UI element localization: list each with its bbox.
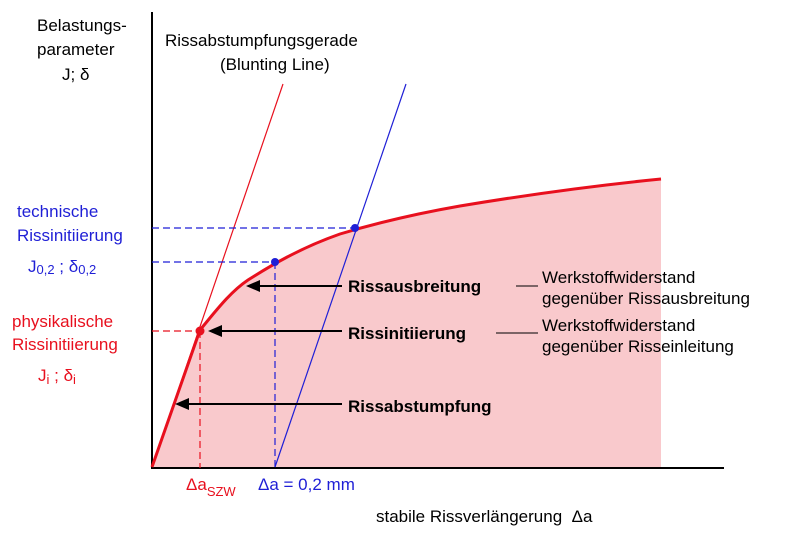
resistance-propagation-line1: Werkstoffwiderstand xyxy=(542,268,695,287)
physical-label-line1: physikalische xyxy=(12,312,113,331)
offset-tick-label: Δa = 0,2 mm xyxy=(258,475,355,494)
szw-tick-label: ΔaSZW xyxy=(186,475,236,499)
y-axis-label-line2: parameter xyxy=(37,40,115,59)
technical-point-upper xyxy=(351,224,359,232)
technical-values: J0,2 ; δ0,2 xyxy=(28,257,96,277)
resistance-curve xyxy=(150,177,662,468)
technical-label-line2: Rissinitiierung xyxy=(17,226,123,245)
region-initiation-label: Rissinitiierung xyxy=(348,324,466,343)
arrow-initiation xyxy=(208,325,342,337)
x-axis-label: stabile Rissverlängerung Δa xyxy=(376,507,593,526)
resistance-propagation-line2: gegenüber Rissausbreitung xyxy=(542,289,750,308)
physical-point xyxy=(195,326,205,336)
region-propagation-label: Rissausbreitung xyxy=(348,277,481,296)
arrow-blunting xyxy=(175,398,342,410)
y-axis-label-line1: Belastungs- xyxy=(37,16,127,35)
physical-label-line2: Rissinitiierung xyxy=(12,335,118,354)
region-blunting-label: Rissabstumpfung xyxy=(348,397,492,416)
y-axis-label-line3: J; δ xyxy=(62,65,89,84)
technical-point-lower xyxy=(271,258,279,266)
blunting-title-line1: Rissabstumpfungsgerade xyxy=(165,31,358,50)
technical-label-line1: technische xyxy=(17,202,98,221)
resistance-initiation-line1: Werkstoffwiderstand xyxy=(542,316,695,335)
blunting-line xyxy=(151,83,284,468)
resistance-area xyxy=(152,179,661,467)
arrow-propagation xyxy=(246,280,342,292)
physical-values: Ji ; δi xyxy=(38,366,76,387)
blunting-title-line2: (Blunting Line) xyxy=(220,55,330,74)
resistance-initiation-line2: gegenüber Risseinleitung xyxy=(542,337,734,356)
